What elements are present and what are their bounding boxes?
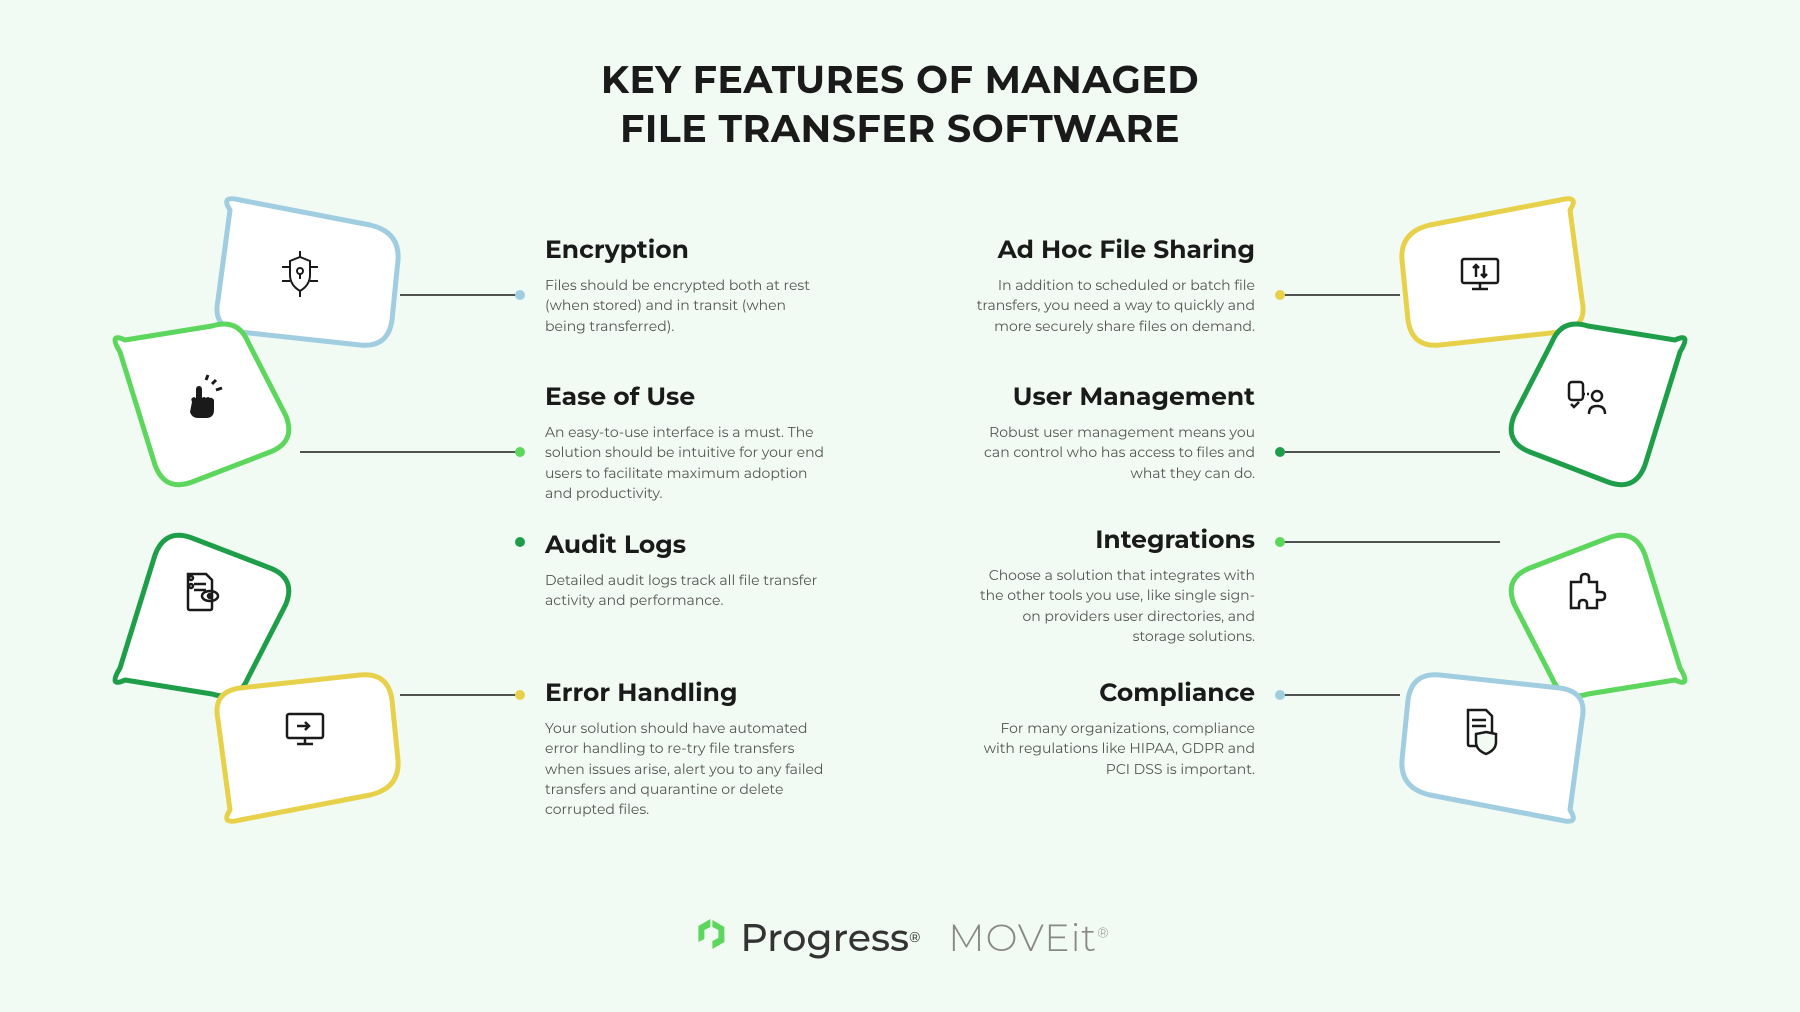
dot-adhoc: [1275, 290, 1285, 300]
feature-title-adhoc: Ad Hoc File Sharing: [975, 235, 1255, 265]
feature-desc-integrations: Choose a solution that integrates with t…: [975, 565, 1255, 646]
puzzle-icon: [1555, 562, 1615, 622]
feature-error: Error Handling Your solution should have…: [545, 678, 825, 819]
feature-title-usermgmt: User Management: [975, 382, 1255, 412]
feature-desc-encryption: Files should be encrypted both at rest (…: [545, 275, 825, 336]
title-line-2: FILE TRANSFER SOFTWARE: [620, 105, 1180, 152]
feature-desc-adhoc: In addition to scheduled or batch file t…: [975, 275, 1255, 336]
feature-compliance: Compliance For many organizations, compl…: [975, 678, 1255, 779]
feature-audit: Audit Logs Detailed audit logs track all…: [545, 530, 825, 611]
feature-title-integrations: Integrations: [975, 525, 1255, 555]
feature-title-error: Error Handling: [545, 678, 825, 708]
user-check-icon: [1555, 370, 1615, 430]
feature-desc-audit: Detailed audit logs track all file trans…: [545, 570, 825, 611]
title-line-1: KEY FEATURES OF MANAGED: [601, 56, 1199, 103]
progress-mark-icon: [690, 912, 730, 962]
dot-ease: [515, 447, 525, 457]
feature-desc-usermgmt: Robust user management means you can con…: [975, 422, 1255, 483]
feature-ease: Ease of Use An easy-to-use interface is …: [545, 382, 825, 503]
feature-title-encryption: Encryption: [545, 235, 825, 265]
feature-title-audit: Audit Logs: [545, 530, 825, 560]
dot-integrations: [1275, 537, 1285, 547]
feature-title-compliance: Compliance: [975, 678, 1255, 708]
doc-shield-icon: [1450, 700, 1510, 760]
feature-desc-compliance: For many organizations, compliance with …: [975, 718, 1255, 779]
encryption-shield-icon: [270, 245, 330, 305]
reg-mark-1: ®: [909, 928, 920, 946]
dot-encryption: [515, 290, 525, 300]
dot-audit: [515, 537, 525, 547]
feature-adhoc: Ad Hoc File Sharing In addition to sched…: [975, 235, 1255, 336]
dot-usermgmt: [1275, 447, 1285, 457]
monitor-updown-icon: [1450, 245, 1510, 305]
feature-encryption: Encryption Files should be encrypted bot…: [545, 235, 825, 336]
monitor-arrow-icon: [275, 700, 335, 760]
feature-usermgmt: User Management Robust user management m…: [975, 382, 1255, 483]
reg-mark-2: ®: [1097, 923, 1109, 941]
document-eye-icon: [170, 562, 230, 622]
feature-integrations: Integrations Choose a solution that inte…: [975, 525, 1255, 646]
feature-desc-error: Your solution should have automated erro…: [545, 718, 825, 819]
footer-logo: Progress® MOVEit®: [690, 912, 1109, 962]
hand-click-icon: [170, 370, 230, 430]
moveit-logo: MOVEit®: [948, 914, 1109, 961]
page-title: KEY FEATURES OF MANAGED FILE TRANSFER SO…: [0, 0, 1800, 154]
moveit-text: MOVEit: [948, 914, 1097, 961]
progress-logo: Progress®: [690, 912, 920, 962]
dot-compliance: [1275, 690, 1285, 700]
feature-title-ease: Ease of Use: [545, 382, 825, 412]
feature-desc-ease: An easy-to-use interface is a must. The …: [545, 422, 825, 503]
progress-text: Progress: [740, 914, 909, 961]
dot-error: [515, 690, 525, 700]
